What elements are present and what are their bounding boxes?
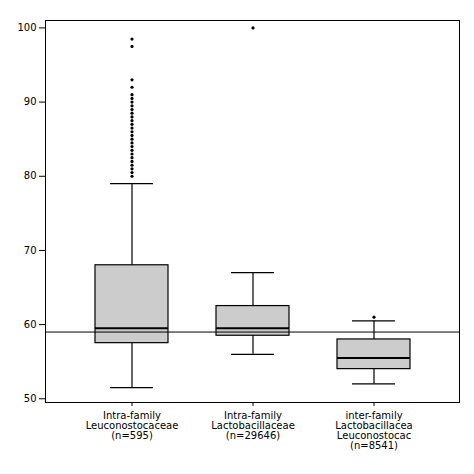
svg-text:50: 50 [24,393,37,404]
svg-text:80: 80 [24,170,37,181]
svg-text:inter-familyLactobacillaceaLeu: inter-familyLactobacillaceaLeuconostocac… [335,410,412,451]
svg-text:60: 60 [24,319,37,330]
svg-text:100: 100 [17,22,36,33]
svg-text:90: 90 [24,96,37,107]
svg-text:Intra-familyLeuconostocaceae(n: Intra-familyLeuconostocaceae(n=595) [86,410,179,441]
svg-text:Intra-familyLactobacillaceae(n: Intra-familyLactobacillaceae(n=29646) [211,410,295,441]
svg-text:70: 70 [24,245,37,256]
